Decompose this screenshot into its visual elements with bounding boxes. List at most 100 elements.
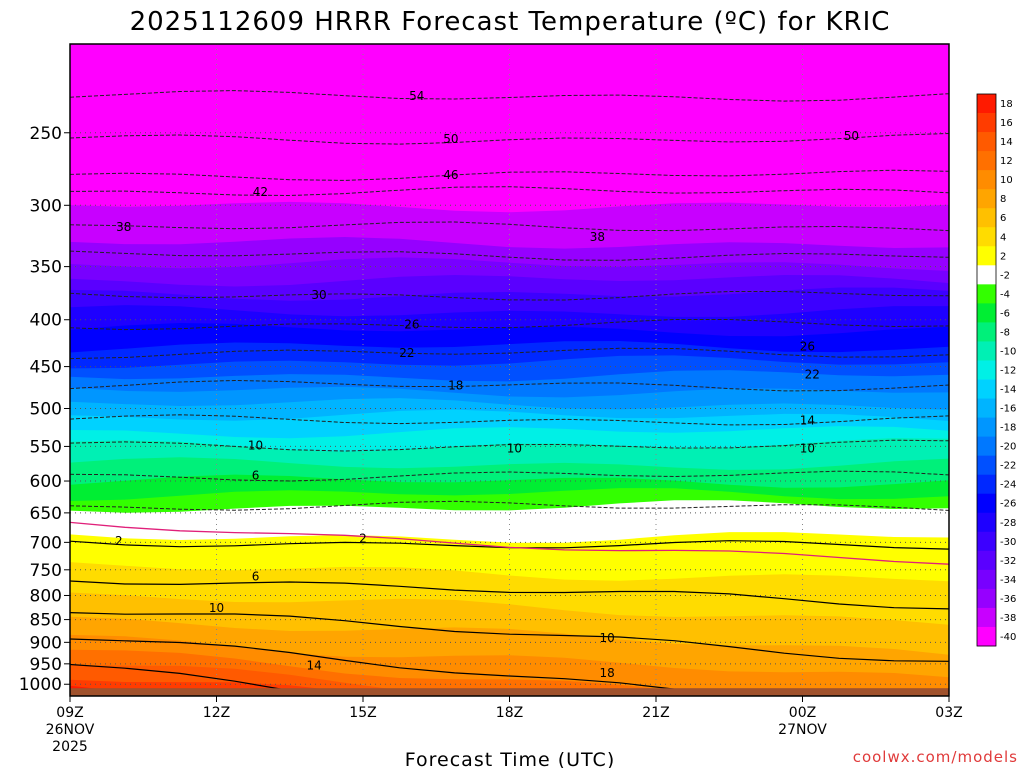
- colorbar-swatch: [977, 303, 996, 323]
- colorbar-swatch: [977, 322, 996, 342]
- colorbar-label: -34: [1000, 575, 1016, 586]
- chart-title: 2025112609 HRRR Forecast Temperature (ºC…: [130, 7, 891, 37]
- colorbar-label: -14: [1000, 385, 1016, 396]
- contour-label: 50: [443, 132, 458, 146]
- y-tick-label: 400: [30, 311, 62, 331]
- contour-label: 42: [253, 185, 268, 199]
- colorbar-swatch: [977, 113, 996, 133]
- contour-label: 10: [209, 601, 224, 615]
- contour-label: 46: [443, 168, 458, 182]
- colorbar-label: -40: [1000, 632, 1016, 643]
- colorbar-label: -10: [1000, 346, 1016, 357]
- x-tick-label: 27NOV: [778, 722, 827, 738]
- contour-label: 54: [409, 89, 424, 103]
- contour-line-dashed: [70, 319, 949, 331]
- colorbar-swatch: [977, 246, 996, 266]
- y-tick-label: 700: [30, 533, 62, 553]
- contour-line-dashed: [70, 500, 949, 511]
- contour-line-dashed: [70, 470, 949, 482]
- contour-label: 26: [800, 340, 815, 354]
- colorbar-swatch: [977, 360, 996, 380]
- colorbar-label: -18: [1000, 423, 1016, 434]
- contour-label: 10: [600, 631, 615, 645]
- temperature-bands: [70, 44, 949, 696]
- colorbar-label: 14: [1000, 137, 1013, 148]
- colorbar-swatch: [977, 94, 996, 114]
- contour-label: 38: [590, 230, 605, 244]
- colorbar-swatch: [977, 550, 996, 571]
- colorbar-label: 8: [1000, 194, 1006, 205]
- contour-label: 6: [252, 570, 260, 584]
- colorbar-swatch: [977, 398, 996, 418]
- y-tick-label: 750: [30, 561, 62, 581]
- x-axis-label: Forecast Time (UTC): [405, 749, 615, 768]
- contour-lines: [70, 90, 949, 696]
- contour-label: 6: [252, 469, 260, 483]
- x-tick-label: 09Z: [56, 705, 83, 721]
- y-tick-label: 500: [30, 400, 62, 420]
- colorbar-swatch: [977, 569, 996, 590]
- y-tick-label: 650: [30, 504, 62, 524]
- colorbar-swatch: [977, 284, 996, 304]
- x-tick-label: 00Z: [789, 705, 816, 721]
- contour-line-dashed: [70, 379, 949, 392]
- y-tick-label: 350: [30, 258, 62, 278]
- y-tick-label: 250: [30, 124, 62, 144]
- contour-line-solid: [70, 580, 949, 610]
- contour-line-dashed: [70, 414, 949, 426]
- colorbar-label: -26: [1000, 499, 1016, 510]
- contour-label: 26: [404, 318, 419, 332]
- colorbar-label: -2: [1000, 270, 1010, 281]
- y-tick-label: 450: [30, 358, 62, 378]
- colorbar-label: -22: [1000, 461, 1016, 472]
- y-axis: 2503003504004505005506006507007508008509…: [19, 124, 70, 695]
- colorbar-swatch: [977, 132, 996, 152]
- contour-label: 18: [448, 379, 463, 393]
- colorbar-label: -8: [1000, 327, 1010, 338]
- contour-line-dashed: [70, 291, 949, 301]
- x-tick-label: 12Z: [203, 705, 230, 721]
- contour-label: 30: [311, 288, 326, 302]
- y-tick-label: 800: [30, 586, 62, 606]
- colorbar-swatch: [977, 208, 996, 228]
- colorbar-swatch: [977, 455, 996, 476]
- colorbar-label: -16: [1000, 404, 1016, 415]
- credit-text: coolwx.com/models: [853, 748, 1018, 766]
- contour-line-dashed: [70, 133, 949, 145]
- y-tick-label: 850: [30, 611, 62, 631]
- colorbar-swatch: [977, 151, 996, 171]
- colorbar-label: -32: [1000, 556, 1016, 567]
- grid-lines: [70, 44, 949, 696]
- x-tick-label: 18Z: [496, 705, 523, 721]
- x-tick-label: 15Z: [349, 705, 376, 721]
- colorbar-label: 16: [1000, 118, 1013, 129]
- contour-line-dashed: [70, 169, 949, 181]
- contour-line-dashed: [70, 347, 949, 360]
- colorbar-label: -30: [1000, 537, 1016, 548]
- colorbar-swatch: [977, 626, 996, 647]
- contour-label: 14: [800, 413, 815, 427]
- y-tick-label: 1000: [19, 675, 62, 695]
- colorbar-label: -12: [1000, 366, 1016, 377]
- contour-label: 14: [307, 659, 322, 673]
- colorbar-label: 12: [1000, 156, 1013, 167]
- colorbar-label: 4: [1000, 232, 1006, 243]
- colorbar-label: -6: [1000, 308, 1010, 319]
- colorbar-swatch: [977, 436, 996, 457]
- colorbar-swatch: [977, 512, 996, 533]
- contour-label: 2: [115, 534, 123, 548]
- contour-line-solid: [70, 638, 732, 696]
- colorbar-label: -4: [1000, 289, 1010, 300]
- colorbar-swatch: [977, 170, 996, 190]
- colorbar-swatch: [977, 227, 996, 247]
- colorbar-swatch: [977, 417, 996, 438]
- x-tick-label: 26NOV: [46, 722, 95, 738]
- contour-line-dashed: [70, 250, 949, 261]
- colorbar-swatch: [977, 607, 996, 628]
- x-tick-label: 03Z: [935, 705, 962, 721]
- contour-line-dashed: [70, 186, 949, 197]
- colorbar-label: -28: [1000, 518, 1016, 529]
